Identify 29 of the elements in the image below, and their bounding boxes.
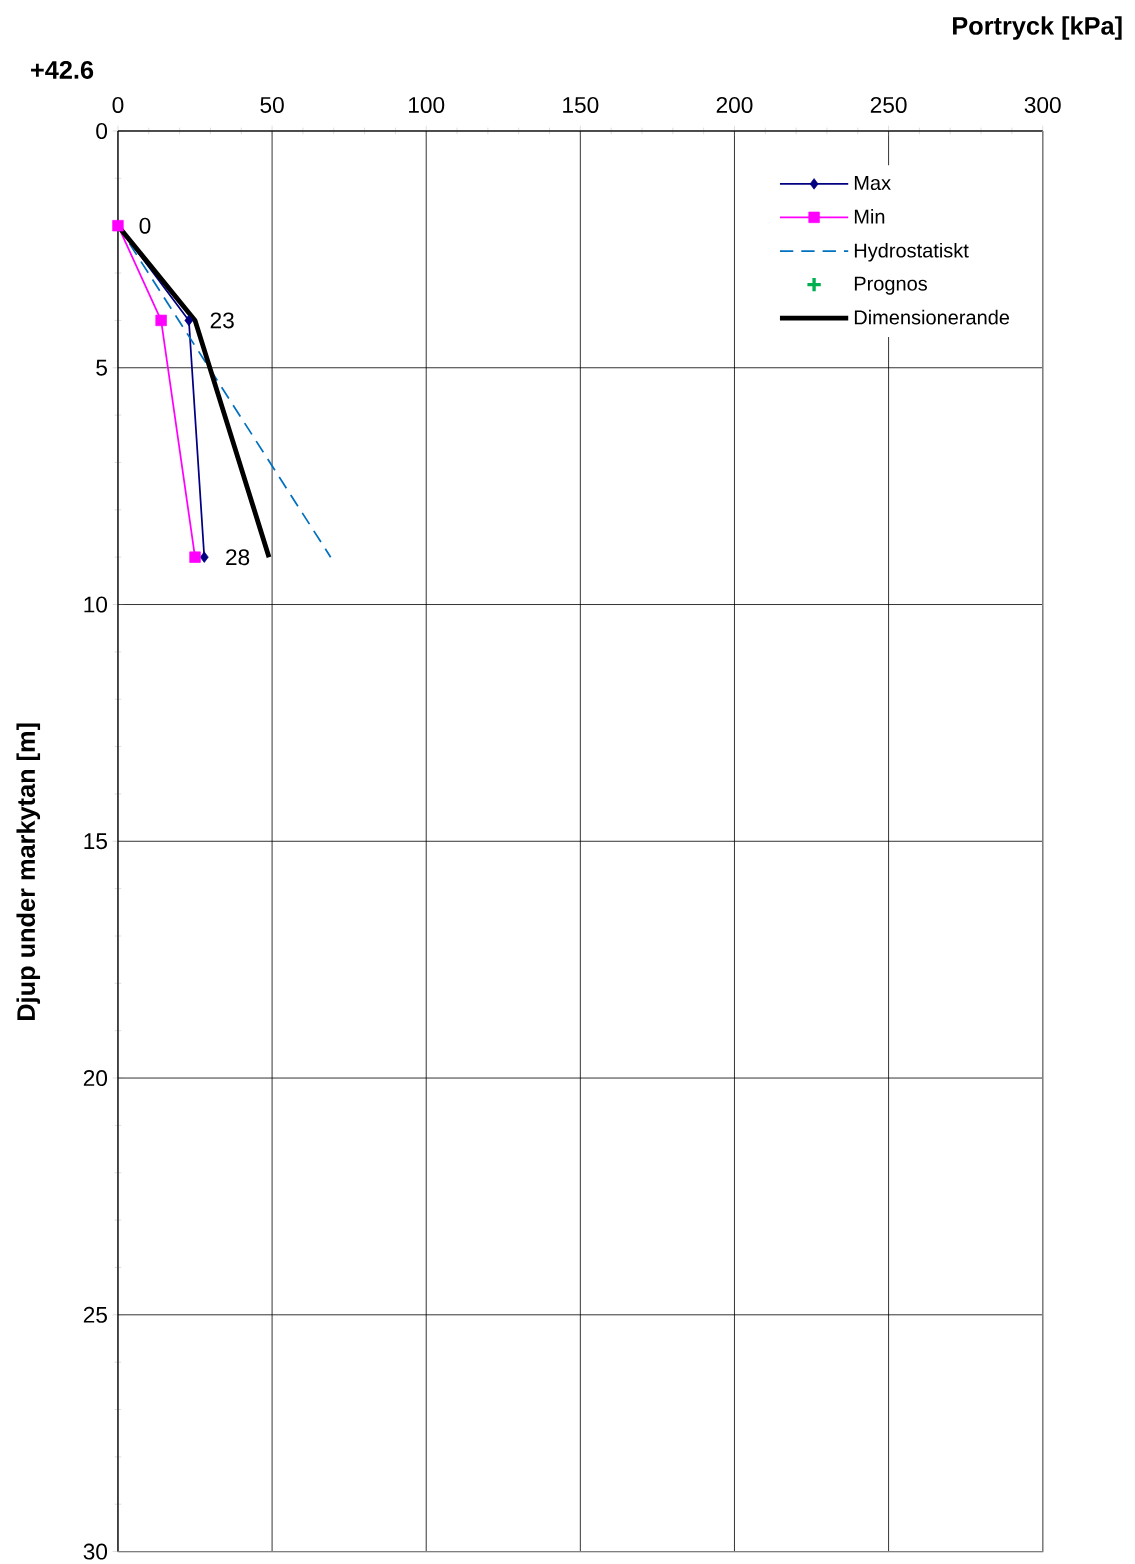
point [200, 551, 209, 563]
x-tick-label: 100 [409, 96, 445, 113]
y-axis-title: Djup under markytan [m] [16, 723, 41, 1020]
y-tick-label: 30 [83, 1543, 108, 1560]
text: +42.6 [31, 60, 94, 79]
legend-label: Min [855, 209, 885, 224]
annotation: 23 [210, 312, 234, 329]
legend-label: Prognos [855, 276, 928, 295]
y-tick-label: 5 [96, 359, 108, 376]
annotation: 0 [139, 217, 151, 234]
y-tick-label: 0 [96, 122, 108, 140]
legend-label: Hydrostatiskt [855, 242, 969, 262]
y-tick-label: 15 [84, 833, 108, 850]
y-tick-label: 10 [84, 596, 108, 613]
x-tick-label: 250 [870, 96, 907, 113]
legend-label: Max [855, 176, 891, 190]
x-tick-label: 300 [1024, 96, 1061, 113]
legend-label: Dimensionerande [855, 309, 1010, 325]
y-tick-label: 20 [84, 1070, 108, 1087]
x-axis-title: Portryck [kPa] [953, 16, 1122, 40]
x-tick-label: 0 [112, 96, 124, 113]
y-tick-label: 25 [84, 1306, 108, 1323]
annotation: 28 [226, 549, 250, 566]
x-tick-label: 150 [563, 96, 599, 113]
point [189, 551, 201, 563]
point [155, 314, 167, 327]
x-tick-label: 50 [260, 96, 284, 113]
point [184, 314, 194, 327]
x-tick-label: 200 [716, 96, 753, 113]
